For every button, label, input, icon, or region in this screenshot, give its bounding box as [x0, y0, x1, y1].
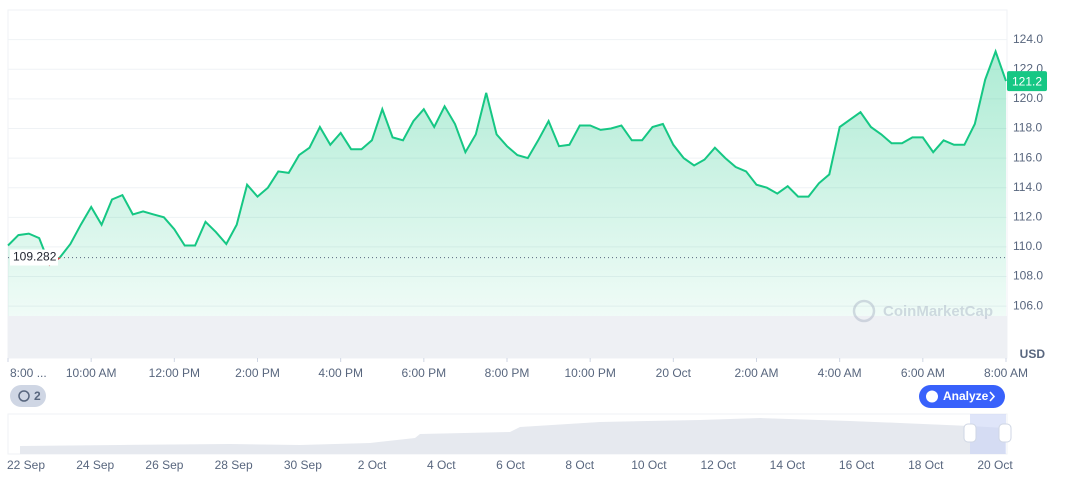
x-tick-label: 2:00 PM — [235, 366, 280, 380]
analyze-icon — [926, 390, 938, 403]
history-icon — [18, 390, 30, 402]
x-tick-label: 8:00 PM — [485, 366, 530, 380]
currency-label: USD — [1020, 347, 1046, 361]
y-tick-label: 106.0 — [1013, 298, 1043, 312]
analyze-label: Analyze — [943, 389, 989, 403]
y-tick-label: 112.0 — [1013, 209, 1042, 223]
x-tick-label: 4:00 AM — [818, 366, 862, 380]
watermark-logo — [852, 299, 876, 323]
navigator-date-label: 30 Sep — [284, 458, 322, 472]
current-price-label: 121.2 — [1012, 74, 1042, 88]
navigator-handle[interactable] — [998, 423, 1012, 443]
y-tick-label: 124.0 — [1013, 32, 1043, 46]
y-tick-label: 108.0 — [1013, 269, 1043, 283]
x-tick-label: 12:00 PM — [149, 366, 200, 380]
watermark-text: CoinMarketCap — [883, 303, 993, 320]
x-tick-label: 8:00 ... — [10, 366, 47, 380]
analyze-button[interactable] — [919, 385, 1005, 408]
x-tick-label: 6:00 PM — [401, 366, 446, 380]
navigator-date-label: 8 Oct — [565, 458, 594, 472]
navigator-date-label: 12 Oct — [700, 458, 736, 472]
reference-label: 109.282 — [13, 250, 57, 264]
x-tick-label: 10:00 AM — [66, 366, 117, 380]
navigator-date-label: 18 Oct — [908, 458, 944, 472]
x-tick-label: 10:00 PM — [564, 366, 615, 380]
analyze-chevron — [989, 391, 996, 402]
x-tick-label: 20 Oct — [656, 366, 692, 380]
volume-band — [8, 316, 1007, 358]
price-line — [7, 48, 1007, 267]
navigator-date-label: 6 Oct — [496, 458, 525, 472]
navigator-area — [20, 418, 1005, 454]
x-tick-label: 8:00 AM — [984, 366, 1028, 380]
navigator-date-label: 26 Sep — [145, 458, 183, 472]
history-button[interactable] — [10, 385, 46, 407]
navigator-date-label: 16 Oct — [839, 458, 875, 472]
watermark: CoinMarketCap — [852, 299, 993, 323]
navigator-date-label: 14 Oct — [770, 458, 806, 472]
history-count: 2 — [34, 389, 41, 403]
x-tick-label: 2:00 AM — [734, 366, 778, 380]
y-tick-label: 120.0 — [1013, 91, 1043, 105]
navigator-date-label: 4 Oct — [427, 458, 456, 472]
navigator-date-label: 20 Oct — [977, 458, 1013, 472]
y-tick-label: 114.0 — [1013, 180, 1042, 194]
reference-label-bg — [10, 249, 58, 266]
y-tick-label: 118.0 — [1013, 121, 1042, 135]
navigator-date-label: 24 Sep — [76, 458, 114, 472]
navigator-date-label: 28 Sep — [215, 458, 253, 472]
x-tick-label: 6:00 AM — [901, 366, 945, 380]
y-tick-label: 116.0 — [1013, 150, 1042, 164]
current-price-tag — [1007, 71, 1047, 92]
navigator-date-label: 22 Sep — [7, 458, 45, 472]
y-tick-label: 110.0 — [1013, 239, 1042, 253]
navigator-date-label: 2 Oct — [358, 458, 387, 472]
area-fill — [8, 51, 1006, 358]
navigator-handle[interactable] — [963, 423, 977, 443]
x-tick-label: 4:00 PM — [318, 366, 363, 380]
navigator-date-label: 10 Oct — [631, 458, 667, 472]
